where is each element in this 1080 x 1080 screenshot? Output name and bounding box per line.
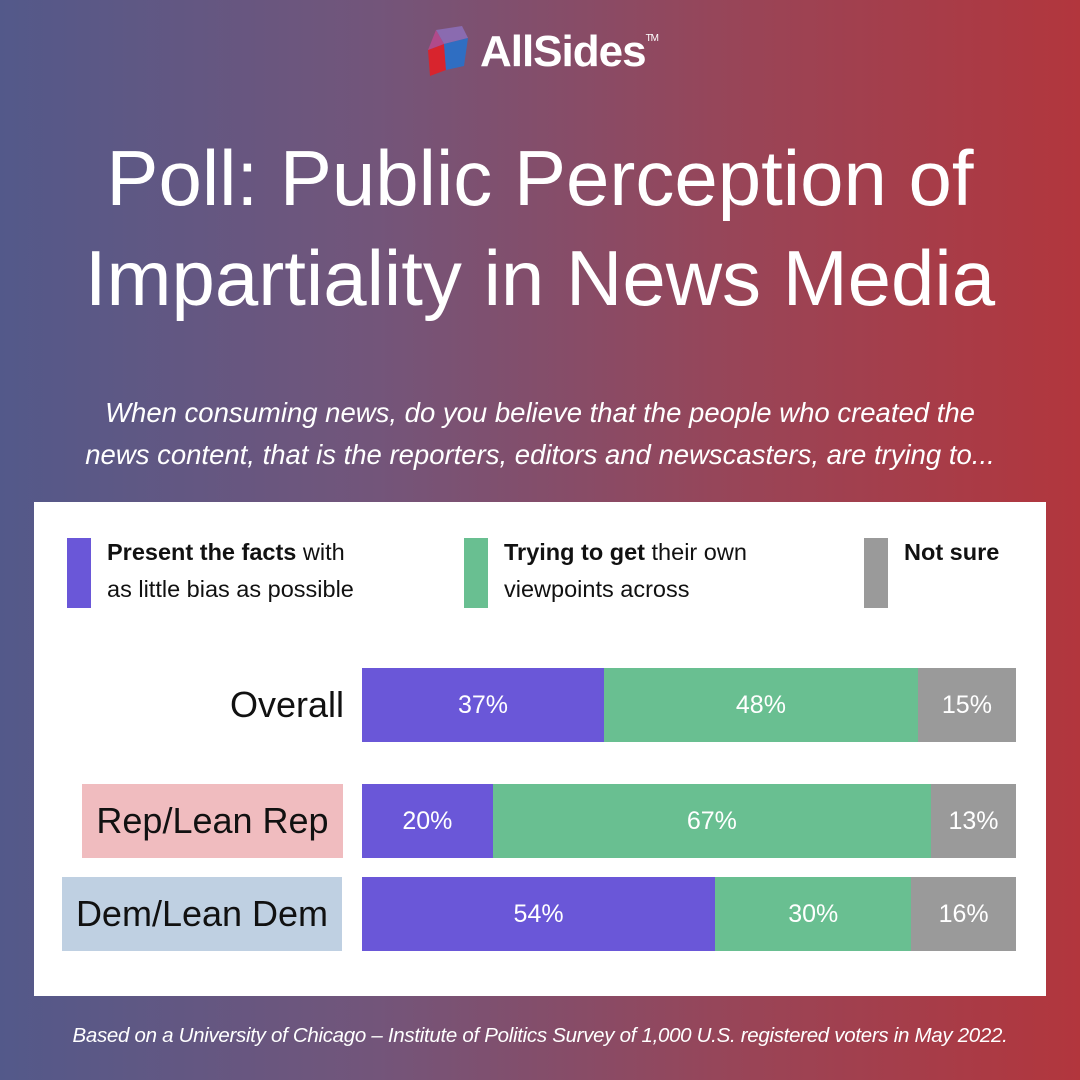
bar-segment-facts: 20% xyxy=(362,784,493,858)
data-label: 13% xyxy=(948,806,999,835)
brand-name: AllSidesTM xyxy=(479,27,659,76)
data-label: 48% xyxy=(735,690,786,719)
title-line-1: Poll: Public Perception of xyxy=(106,134,974,222)
legend-label-not-sure: Not sure xyxy=(904,539,1000,565)
page-title: Poll: Public Perception of Impartiality … xyxy=(0,128,1080,328)
data-label: 37% xyxy=(457,690,508,719)
bar-segment-viewpoints: 67% xyxy=(492,784,931,858)
bar-rep: 20% 67% 13% xyxy=(362,784,1016,858)
data-label: 54% xyxy=(513,899,564,928)
data-label: 16% xyxy=(938,899,989,928)
question-line-1: When consuming news, do you believe that… xyxy=(105,397,975,428)
legend-label-viewpoints: Trying to get their own viewpoints across xyxy=(504,539,747,602)
legend-swatch-viewpoints xyxy=(464,538,488,608)
survey-question: When consuming news, do you believe that… xyxy=(0,392,1080,476)
bar-segment-not-sure: 16% xyxy=(911,877,1016,951)
chart-panel: Present the facts with as little bias as … xyxy=(34,502,1046,996)
bar-segment-viewpoints: 30% xyxy=(715,877,912,951)
legend-swatch-facts xyxy=(67,538,91,608)
legend-swatch-not-sure xyxy=(864,538,888,608)
data-label: 67% xyxy=(686,806,737,835)
legend-item-facts: Present the facts with as little bias as … xyxy=(67,538,354,608)
source-footnote: Based on a University of Chicago – Insti… xyxy=(72,1024,1008,1047)
allsides-logo: AllSidesTM xyxy=(0,22,1080,82)
bar-overall: 37% 48% 15% xyxy=(362,668,1016,742)
bar-segment-not-sure: 13% xyxy=(930,784,1016,858)
data-label: 20% xyxy=(402,806,453,835)
question-line-2: news content, that is the reporters, edi… xyxy=(85,439,995,470)
legend-item-viewpoints: Trying to get their own viewpoints across xyxy=(464,538,747,608)
title-line-2: Impartiality in News Media xyxy=(84,234,996,322)
bar-segment-facts: 37% xyxy=(362,668,604,742)
row-label-overall: Overall xyxy=(229,684,344,725)
data-label: 15% xyxy=(941,690,992,719)
legend-item-not-sure: Not sure xyxy=(864,538,999,608)
bar-segment-not-sure: 15% xyxy=(917,668,1016,742)
data-label: 30% xyxy=(788,899,839,928)
bar-segment-facts: 54% xyxy=(362,877,716,951)
allsides-cube-icon xyxy=(427,26,468,76)
row-label-dem: Dem/Lean Dem xyxy=(62,877,342,951)
legend-label-facts: Present the facts with as little bias as … xyxy=(107,539,354,602)
bar-segment-viewpoints: 48% xyxy=(603,668,918,742)
bar-dem: 54% 30% 16% xyxy=(362,877,1016,951)
row-label-rep: Rep/Lean Rep xyxy=(82,784,343,858)
